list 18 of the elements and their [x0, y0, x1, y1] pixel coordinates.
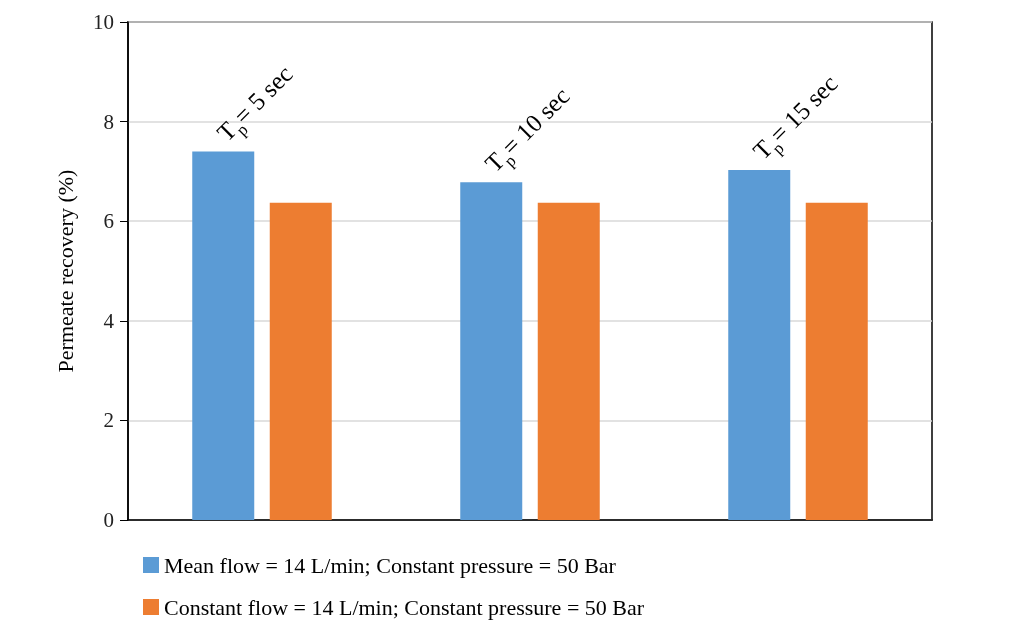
y-tick-label: 8 — [103, 109, 114, 134]
bar — [192, 151, 255, 520]
bar — [460, 182, 523, 520]
bar — [728, 169, 791, 520]
annotation: Tp= 15 sec — [747, 69, 843, 165]
annotation: Tp= 5 sec — [211, 60, 298, 147]
y-tick-label: 10 — [93, 10, 114, 34]
annotation: Tp= 10 sec — [479, 82, 575, 178]
y-tick-label: 0 — [103, 508, 114, 532]
bar — [537, 202, 600, 520]
y-axis-title: Permeate recovery (%) — [52, 169, 78, 373]
bar — [269, 202, 332, 520]
y-tick-label: 2 — [103, 408, 114, 433]
legend-label: Constant flow = 14 L/min; Constant pressure = 50 Bar — [164, 594, 645, 620]
bar — [805, 202, 868, 520]
legend-label: Mean flow = 14 L/min; Constant pressure = 50 Bar — [164, 552, 617, 578]
y-tick-label: 6 — [103, 209, 114, 234]
y-tick-label: 4 — [103, 308, 115, 333]
